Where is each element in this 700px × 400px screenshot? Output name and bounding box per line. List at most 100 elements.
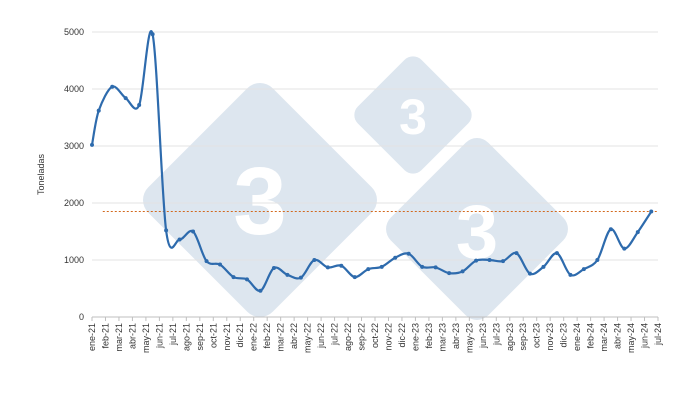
data-point [90, 142, 94, 147]
x-tick-label: jul-22 [330, 323, 340, 346]
svg-text:3: 3 [233, 148, 286, 255]
x-tick-label: nov-21 [222, 323, 232, 351]
data-point [379, 264, 384, 269]
data-point [177, 237, 182, 242]
x-tick-label: abr-21 [127, 323, 137, 349]
data-point [501, 259, 506, 264]
x-tick-label: ene-23 [410, 323, 420, 351]
data-point [96, 108, 101, 113]
data-point [433, 265, 438, 270]
data-point [366, 267, 371, 272]
x-tick-label: feb-24 [586, 323, 596, 349]
x-tick-label: nov-22 [383, 323, 393, 351]
data-point [554, 251, 559, 256]
data-point [352, 275, 357, 280]
x-tick-label: mar-22 [276, 323, 286, 352]
y-tick-label: 3000 [64, 141, 84, 151]
y-tick-label: 0 [79, 312, 84, 322]
data-point [447, 271, 452, 276]
x-tick-label: oct-21 [208, 323, 218, 348]
data-point [527, 271, 532, 276]
y-tick-label: 2000 [64, 198, 84, 208]
data-point [514, 251, 519, 256]
svg-text:3: 3 [399, 89, 427, 145]
x-tick-label: may-24 [626, 323, 636, 353]
data-point [285, 272, 290, 277]
data-point [420, 264, 425, 269]
x-tick-label: may-23 [464, 323, 474, 353]
x-tick-label: dic-21 [235, 323, 245, 348]
x-tick-label: may-21 [141, 323, 151, 353]
data-point [150, 32, 155, 37]
data-point [474, 258, 479, 263]
x-tick-label: dic-23 [559, 323, 569, 348]
x-tick-label: dic-22 [397, 323, 407, 348]
x-tick-label: nov-23 [545, 323, 555, 351]
x-tick-label: mar-23 [437, 323, 447, 352]
x-tick-label: jun-23 [478, 323, 488, 349]
x-tick-label: feb-21 [100, 323, 110, 349]
data-point [218, 262, 223, 267]
data-point [568, 272, 573, 277]
data-point [204, 259, 209, 264]
x-tick-label: oct-22 [370, 323, 380, 348]
data-point [622, 246, 627, 251]
x-tick-label: jul-24 [653, 323, 663, 346]
x-tick-label: abr-22 [289, 323, 299, 349]
data-point [393, 255, 398, 260]
data-point [164, 228, 169, 233]
x-tick-label: oct-23 [532, 323, 542, 348]
data-point [406, 251, 411, 256]
data-point [487, 258, 492, 262]
x-tick-label: may-22 [303, 323, 313, 353]
y-tick-label: 4000 [64, 84, 84, 94]
data-point [460, 269, 465, 274]
data-point [231, 275, 236, 280]
x-tick-label: sep-23 [518, 323, 528, 351]
x-tick-label: ene-21 [87, 323, 97, 351]
x-tick-label: feb-23 [424, 323, 434, 349]
data-point [110, 84, 115, 89]
data-point [608, 227, 613, 232]
x-tick-label: sep-22 [357, 323, 367, 351]
x-tick-label: sep-21 [195, 323, 205, 351]
data-point [191, 229, 196, 234]
x-tick-label: feb-22 [262, 323, 272, 349]
x-tick-label: jul-23 [491, 323, 501, 346]
data-point [137, 102, 142, 107]
y-tick-label: 1000 [64, 255, 84, 265]
x-tick-label: mar-21 [114, 323, 124, 352]
x-tick-label: mar-24 [599, 323, 609, 352]
data-point [325, 265, 330, 270]
data-point [595, 258, 600, 262]
x-axis: ene-21 feb-21 mar-21 abr-21 may-21 jun-21 jul-… [87, 317, 663, 353]
data-point [258, 288, 263, 293]
x-tick-label: ago-22 [343, 323, 353, 351]
watermark-logo: 3 3 3 [143, 56, 568, 320]
data-point [541, 264, 546, 269]
data-point [339, 263, 344, 268]
x-tick-label: jun-24 [640, 323, 650, 349]
y-tick-label: 5000 [64, 27, 84, 37]
x-tick-label: ene-24 [572, 323, 582, 351]
data-point [244, 277, 249, 282]
series-line-group [90, 30, 654, 293]
data-point [581, 267, 586, 272]
x-tick-label: ene-22 [249, 323, 259, 351]
data-point [312, 258, 317, 262]
x-tick-label: ago-21 [181, 323, 191, 351]
x-tick-label: abr-23 [451, 323, 461, 349]
x-tick-label: ago-23 [505, 323, 515, 351]
x-tick-label: jun-21 [154, 323, 164, 349]
data-point [635, 230, 640, 235]
x-tick-label: jul-21 [168, 323, 178, 346]
x-tick-label: jun-22 [316, 323, 326, 349]
data-point [123, 96, 128, 101]
data-point [271, 265, 276, 270]
data-point [298, 275, 303, 280]
x-tick-label: abr-24 [613, 323, 623, 349]
y-axis-title: Toneladas [36, 153, 46, 195]
data-point [649, 209, 654, 214]
